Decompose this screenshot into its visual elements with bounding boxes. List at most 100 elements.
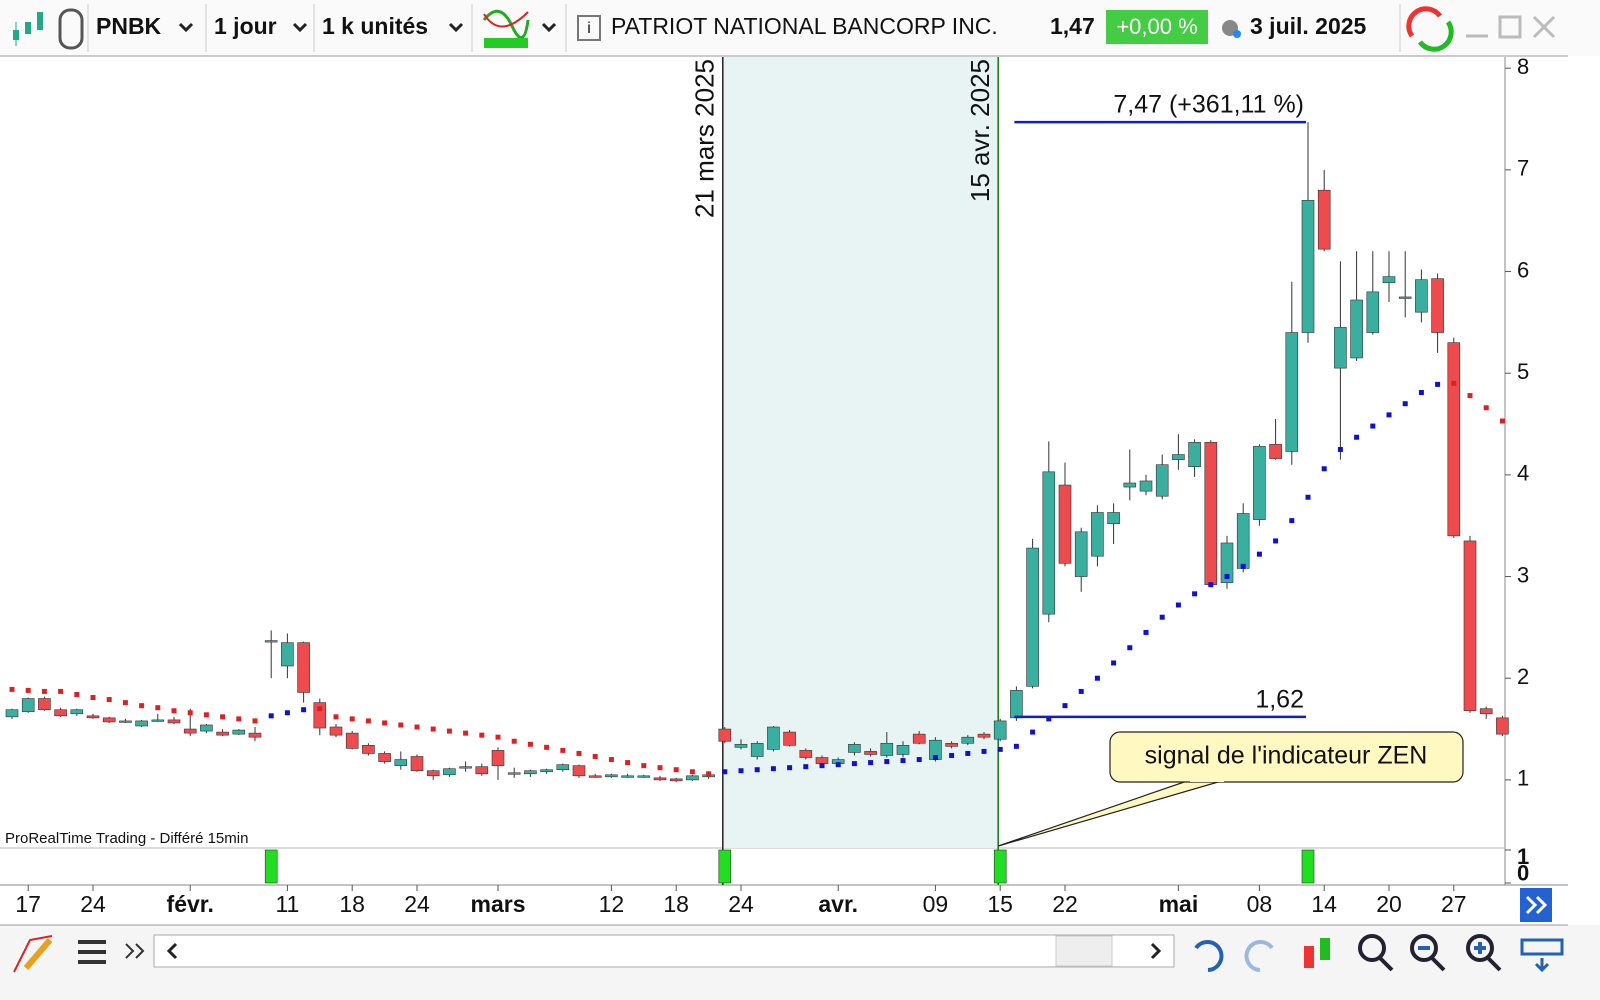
sar-dot [1111, 660, 1117, 666]
units[interactable]: 1 k unités [322, 13, 428, 39]
indicator-button[interactable] [482, 9, 530, 48]
change-badge [1106, 10, 1208, 44]
candle-body [1172, 454, 1185, 460]
candle-body [1155, 464, 1169, 497]
info-icon[interactable]: i [577, 15, 601, 41]
candle-body [864, 751, 877, 755]
x-tick-label: 08 [1247, 891, 1273, 917]
period[interactable]: 1 jour [214, 13, 277, 39]
top-toolbar [0, 0, 1600, 56]
signal-bar [993, 849, 1007, 884]
sar-dot [1078, 688, 1084, 694]
draw-tool-button[interactable] [13, 935, 53, 973]
candle-body [1058, 484, 1072, 564]
candle-body [70, 709, 84, 715]
y-tick-label: 5 [1517, 359, 1529, 384]
candle-body [669, 778, 683, 782]
scroll-left[interactable] [166, 942, 178, 960]
callout-text: signal de l'indicateur ZEN [1145, 742, 1428, 770]
candle-body [993, 720, 1007, 740]
highlight-zone [722, 57, 999, 848]
level-label: 7,47 (+361,11 %) [1113, 91, 1304, 119]
candle-body [1496, 717, 1509, 735]
sar-dot [835, 762, 841, 768]
sar-dot [1143, 629, 1149, 635]
candle-tool-button[interactable] [1304, 938, 1330, 968]
y-tick-label: 7 [1517, 156, 1529, 181]
y-tick-label: 1 [1517, 766, 1529, 791]
scrollbar[interactable] [153, 934, 1175, 968]
candle-body [21, 698, 35, 713]
scroll-right[interactable] [1150, 942, 1162, 960]
sar-dot [625, 760, 631, 766]
expand-button[interactable] [125, 943, 145, 959]
sar-dot [673, 767, 679, 773]
signal-bar [1301, 849, 1315, 884]
candle-body [1382, 276, 1396, 284]
sar-dot [949, 752, 955, 758]
undo-button[interactable] [1194, 940, 1224, 972]
candle-body [264, 640, 278, 643]
candle-body [1398, 296, 1412, 299]
candle-body [167, 719, 181, 724]
candle-body [848, 743, 861, 753]
sar-dot [495, 734, 501, 740]
sar-dot [1030, 729, 1036, 735]
candle-body [1301, 200, 1315, 333]
sar-dot [122, 700, 128, 706]
candle-body [1479, 708, 1493, 715]
y-tick-label: 8 [1517, 54, 1529, 79]
candle-body [507, 772, 521, 775]
candle-body [1415, 279, 1428, 313]
sar-dot [1013, 743, 1019, 749]
sar-dot [916, 757, 922, 763]
candle-body [459, 766, 472, 769]
candle-body [1317, 189, 1331, 250]
candle-body [1431, 278, 1444, 333]
keyboard-button[interactable] [1520, 938, 1564, 973]
symbol[interactable]: PNBK [96, 13, 162, 39]
sar-dot [1192, 591, 1198, 597]
sar-dot [900, 758, 906, 764]
candle-body [1123, 482, 1137, 488]
candle-body [572, 765, 586, 777]
chart-type-button[interactable] [8, 10, 48, 46]
redo-button[interactable] [1244, 940, 1274, 972]
sar-dot [1467, 393, 1473, 399]
candle-body [896, 745, 910, 755]
y-tick-label: 4 [1517, 461, 1529, 486]
refresh-button[interactable] [1406, 6, 1454, 52]
candle-body [783, 731, 796, 746]
zoom-buttons[interactable] [1358, 934, 1502, 972]
sar-dot [1208, 582, 1214, 588]
x-tick-label: 27 [1441, 891, 1467, 917]
candle-body [912, 733, 926, 744]
x-tick-label: 18 [339, 891, 365, 917]
sar-dot [1256, 551, 1262, 557]
menu-button[interactable] [78, 940, 106, 964]
candle-body [1074, 531, 1088, 577]
last-price: 1,47 [1050, 13, 1095, 39]
scroll-thumb[interactable] [1055, 935, 1113, 967]
candle-body [329, 726, 343, 736]
x-tick-label: 12 [599, 891, 625, 917]
candle-body [491, 750, 505, 766]
candle-body [524, 770, 537, 775]
sar-dot [365, 718, 371, 724]
window-controls[interactable] [1466, 15, 1556, 39]
data-source-note: ProRealTime Trading - Différé 15min [5, 830, 248, 847]
candle-body [815, 757, 829, 764]
candle-body [750, 742, 764, 757]
candle-body [686, 775, 699, 781]
link-button[interactable] [58, 8, 84, 50]
candle-body [799, 750, 813, 758]
sar-dot [58, 688, 64, 694]
sar-dot [1273, 538, 1279, 544]
candle-body [38, 698, 51, 711]
x-tick-label: avr. [818, 891, 858, 917]
sar-dot [203, 712, 209, 718]
sar-dot [430, 726, 436, 732]
sar-dot [171, 708, 177, 714]
sar-dot [463, 730, 469, 736]
sar-dot [851, 761, 857, 767]
